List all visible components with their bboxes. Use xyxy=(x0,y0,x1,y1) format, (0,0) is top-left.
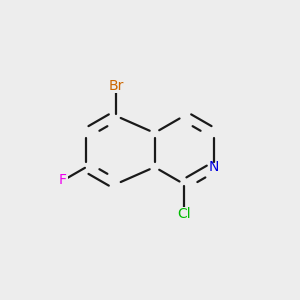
Text: Cl: Cl xyxy=(177,207,191,221)
Bar xyxy=(107,79,125,93)
Bar xyxy=(175,207,193,221)
Bar xyxy=(208,163,219,171)
Text: F: F xyxy=(59,173,67,188)
Bar xyxy=(58,176,68,185)
Text: Br: Br xyxy=(108,79,124,93)
Text: N: N xyxy=(208,160,219,174)
